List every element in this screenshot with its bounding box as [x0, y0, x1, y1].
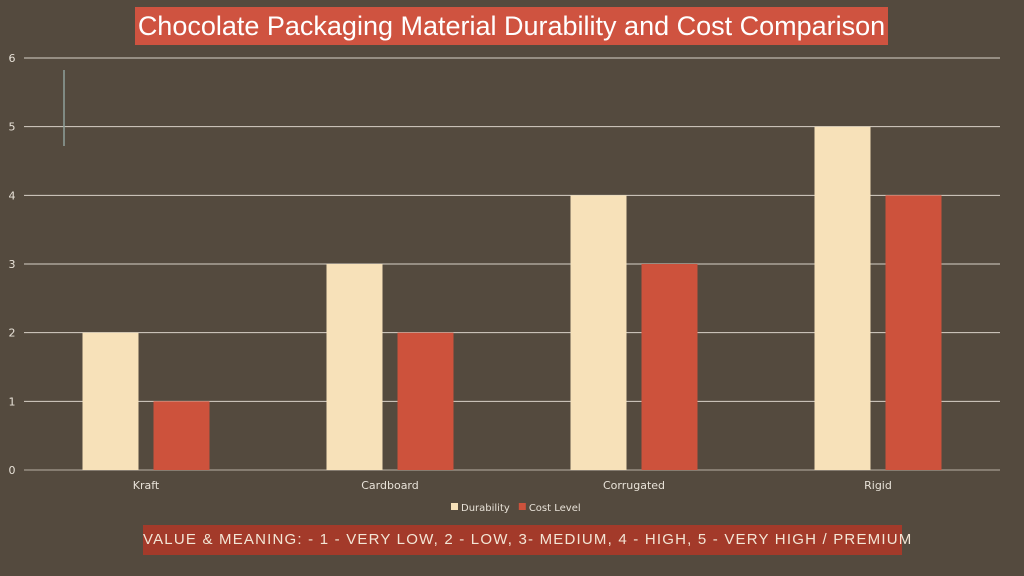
bar-cost-level — [885, 195, 942, 471]
legend-label: Durability — [461, 503, 510, 514]
bar-durability — [82, 332, 139, 470]
y-tick-label: 0 — [9, 464, 16, 477]
chart-title: Chocolate Packaging Material Durability … — [135, 7, 888, 45]
y-tick-label: 2 — [9, 327, 16, 340]
bar-durability — [570, 195, 627, 471]
x-tick-label: Corrugated — [603, 479, 665, 492]
bar-durability — [326, 264, 383, 470]
legend-swatch — [518, 503, 526, 510]
value-meaning-annotation: VALUE & MEANING: - 1 - VERY LOW, 2 - LOW… — [143, 525, 911, 555]
y-tick-label: 4 — [9, 189, 16, 202]
x-tick-label: Cardboard — [361, 479, 419, 492]
bar-durability — [814, 126, 871, 471]
bar-cost-level — [397, 332, 454, 470]
bar-cost-level — [153, 401, 210, 470]
legend-label: Cost Level — [529, 503, 581, 514]
y-tick-label: 1 — [9, 395, 16, 408]
y-tick-label: 3 — [9, 258, 16, 271]
bar-cost-level — [641, 264, 698, 470]
y-tick-label: 5 — [9, 121, 16, 134]
legend-swatch — [451, 503, 458, 510]
y-tick-label: 6 — [9, 52, 16, 65]
x-tick-label: Kraft — [133, 479, 160, 492]
x-tick-label: Rigid — [864, 479, 892, 492]
